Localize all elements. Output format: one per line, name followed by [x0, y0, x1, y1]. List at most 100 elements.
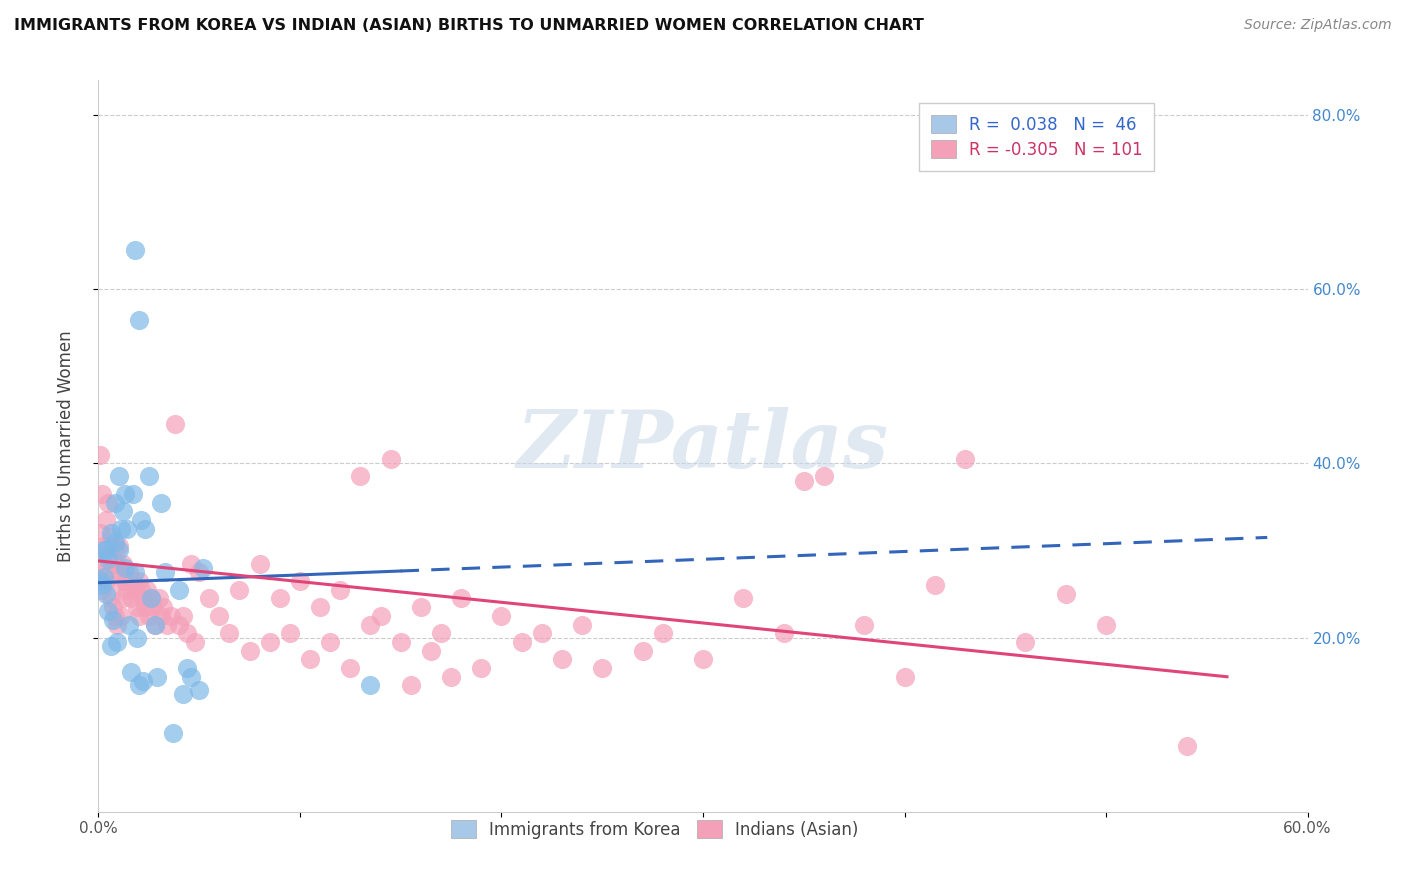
Point	[135, 582, 157, 597]
Point	[93, 539, 115, 553]
Point	[107, 539, 129, 553]
Point	[278, 626, 301, 640]
Point	[103, 495, 125, 509]
Text: IMMIGRANTS FROM KOREA VS INDIAN (ASIAN) BIRTHS TO UNMARRIED WOMEN CORRELATION CH: IMMIGRANTS FROM KOREA VS INDIAN (ASIAN) …	[14, 18, 924, 33]
Point	[148, 591, 170, 606]
Point	[370, 608, 392, 623]
Point	[115, 522, 138, 536]
Point	[111, 557, 134, 571]
Point	[259, 635, 281, 649]
Point	[172, 608, 194, 623]
Point	[100, 530, 122, 544]
Point	[339, 661, 361, 675]
Point	[91, 578, 114, 592]
Point	[319, 635, 342, 649]
Point	[100, 640, 122, 654]
Point	[89, 526, 111, 541]
Point	[470, 661, 492, 675]
Point	[160, 608, 183, 623]
Point	[1095, 617, 1118, 632]
Point	[360, 617, 382, 632]
Point	[97, 604, 120, 618]
Point	[132, 674, 155, 689]
Point	[143, 617, 166, 632]
Point	[530, 626, 553, 640]
Point	[91, 582, 114, 597]
Point	[142, 600, 165, 615]
Point	[96, 513, 118, 527]
Point	[97, 548, 120, 562]
Point	[120, 591, 142, 606]
Point	[329, 582, 352, 597]
Point	[491, 608, 513, 623]
Point	[510, 635, 533, 649]
Point	[551, 652, 574, 666]
Point	[91, 487, 114, 501]
Point	[228, 582, 250, 597]
Point	[420, 643, 443, 657]
Point	[571, 617, 593, 632]
Point	[96, 574, 118, 588]
Point	[180, 557, 202, 571]
Point	[184, 635, 207, 649]
Point	[93, 569, 115, 583]
Legend: Immigrants from Korea, Indians (Asian): Immigrants from Korea, Indians (Asian)	[443, 812, 868, 847]
Point	[96, 543, 118, 558]
Point	[107, 469, 129, 483]
Point	[128, 312, 150, 326]
Point	[309, 600, 332, 615]
Text: Source: ZipAtlas.com: Source: ZipAtlas.com	[1244, 18, 1392, 32]
Point	[110, 522, 132, 536]
Point	[953, 452, 976, 467]
Point	[124, 582, 146, 597]
Point	[1175, 739, 1198, 754]
Point	[813, 469, 835, 483]
Point	[120, 665, 142, 680]
Point	[450, 591, 472, 606]
Point	[180, 670, 202, 684]
Point	[110, 608, 132, 623]
Point	[93, 543, 115, 558]
Point	[198, 591, 221, 606]
Point	[118, 617, 141, 632]
Point	[288, 574, 311, 588]
Point	[188, 566, 211, 580]
Point	[692, 652, 714, 666]
Point	[430, 626, 453, 640]
Point	[208, 608, 231, 623]
Point	[134, 600, 156, 615]
Point	[440, 670, 463, 684]
Point	[409, 600, 432, 615]
Point	[399, 678, 422, 692]
Point	[89, 574, 111, 588]
Point	[167, 617, 190, 632]
Point	[100, 591, 122, 606]
Point	[111, 504, 134, 518]
Point	[129, 582, 152, 597]
Point	[172, 687, 194, 701]
Point	[103, 608, 125, 623]
Point	[360, 678, 382, 692]
Point	[118, 566, 141, 580]
Point	[105, 557, 128, 571]
Point	[105, 617, 128, 632]
Point	[124, 243, 146, 257]
Point	[349, 469, 371, 483]
Point	[134, 522, 156, 536]
Point	[163, 417, 186, 432]
Point	[111, 591, 134, 606]
Point	[139, 591, 162, 606]
Point	[121, 487, 143, 501]
Point	[1054, 587, 1077, 601]
Point	[121, 574, 143, 588]
Point	[893, 670, 915, 684]
Point	[733, 591, 755, 606]
Point	[91, 557, 114, 571]
Point	[591, 661, 613, 675]
Point	[149, 495, 172, 509]
Point	[128, 608, 150, 623]
Point	[103, 539, 125, 553]
Point	[380, 452, 402, 467]
Point	[103, 534, 125, 549]
Point	[129, 513, 152, 527]
